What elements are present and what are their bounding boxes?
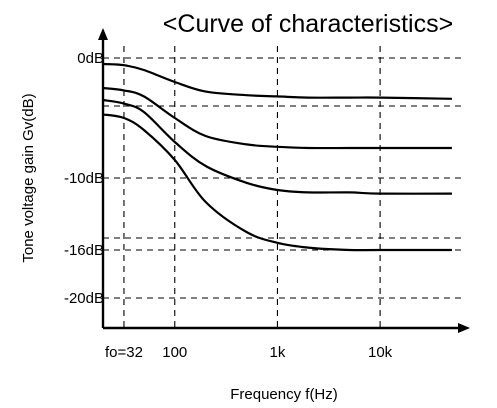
series-line-4 [102, 113, 452, 252]
y-tick-label: -20dB [64, 290, 104, 307]
y-tick-label: -16dB [64, 242, 104, 259]
series-line-3 [102, 98, 452, 195]
x-tick-label: 10k [368, 344, 393, 361]
x-axis-arrow [458, 323, 470, 333]
grid-lines [103, 46, 462, 328]
chart-title: <Curve of characteristics> [163, 10, 453, 38]
y-axis-arrow [98, 28, 108, 40]
y-tick-label: 0dB [77, 50, 104, 67]
x-axis-label: Frequency f(Hz) [230, 386, 338, 403]
axes [98, 28, 470, 333]
tick-labels: fo=32 100 1k 10k 0dB -10dB -16dB -20dB [64, 50, 393, 361]
x-tick-label: fo=32 [105, 344, 143, 361]
x-tick-label: 100 [162, 344, 187, 361]
y-axis-label: Tone voltage gain Gv(dB) [20, 93, 37, 262]
series-line-1 [102, 62, 452, 100]
x-tick-label: 1k [270, 344, 286, 361]
y-tick-label: -10dB [64, 170, 104, 187]
series-line-2 [102, 86, 452, 150]
curves [102, 62, 452, 252]
